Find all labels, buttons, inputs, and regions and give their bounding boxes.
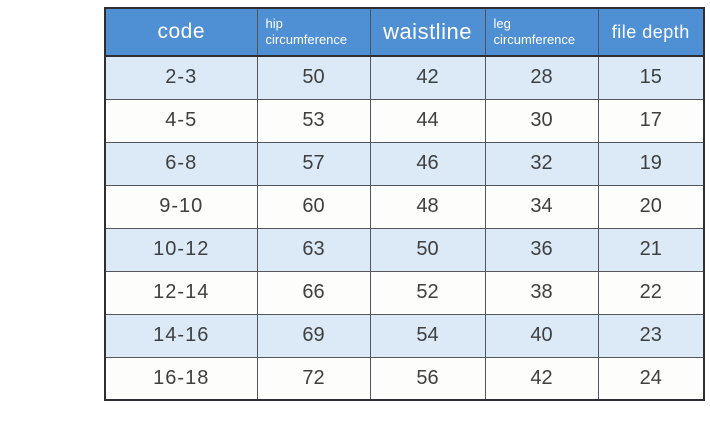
column-header-file-depth: file depth <box>597 7 705 57</box>
cell-leg-circumference: 28 <box>484 55 599 100</box>
cell-hip-circumference: 66 <box>256 270 371 315</box>
cell-code: 12-14 <box>104 270 258 315</box>
cell-hip-circumference: 50 <box>256 55 371 100</box>
cell-code: 10-12 <box>104 227 258 272</box>
cell-leg-circumference: 34 <box>484 184 599 229</box>
table-row: 16-18 72 56 42 24 <box>104 356 705 401</box>
cell-waistline: 48 <box>369 184 486 229</box>
cell-file-depth: 19 <box>597 141 705 186</box>
column-header-code: code <box>104 7 258 57</box>
cell-file-depth: 24 <box>597 356 705 401</box>
table-row: 14-16 69 54 40 23 <box>104 313 705 358</box>
column-header-waistline: waistline <box>369 7 486 57</box>
cell-waistline: 50 <box>369 227 486 272</box>
cell-waistline: 52 <box>369 270 486 315</box>
cell-waistline: 54 <box>369 313 486 358</box>
table-row: 2-3 50 42 28 15 <box>104 55 705 100</box>
cell-file-depth: 21 <box>597 227 705 272</box>
cell-leg-circumference: 38 <box>484 270 599 315</box>
cell-hip-circumference: 53 <box>256 98 371 143</box>
table-row: 4-5 53 44 30 17 <box>104 98 705 143</box>
cell-code: 2-3 <box>104 55 258 100</box>
column-header-hip-circumference: hip circumference <box>256 7 371 57</box>
cell-code: 4-5 <box>104 98 258 143</box>
cell-hip-circumference: 63 <box>256 227 371 272</box>
cell-leg-circumference: 30 <box>484 98 599 143</box>
cell-hip-circumference: 60 <box>256 184 371 229</box>
cell-waistline: 42 <box>369 55 486 100</box>
cell-file-depth: 17 <box>597 98 705 143</box>
table-row: 10-12 63 50 36 21 <box>104 227 705 272</box>
cell-file-depth: 23 <box>597 313 705 358</box>
cell-file-depth: 20 <box>597 184 705 229</box>
table-row: 12-14 66 52 38 22 <box>104 270 705 315</box>
cell-waistline: 56 <box>369 356 486 401</box>
cell-code: 14-16 <box>104 313 258 358</box>
cell-code: 9-10 <box>104 184 258 229</box>
cell-waistline: 44 <box>369 98 486 143</box>
cell-leg-circumference: 32 <box>484 141 599 186</box>
table-body: 2-3 50 42 28 15 4-5 53 44 30 17 6-8 57 4… <box>104 55 705 401</box>
table-row: 9-10 60 48 34 20 <box>104 184 705 229</box>
cell-hip-circumference: 69 <box>256 313 371 358</box>
cell-leg-circumference: 42 <box>484 356 599 401</box>
size-chart: code hip circumference waistline leg cir… <box>104 7 705 401</box>
cell-file-depth: 15 <box>597 55 705 100</box>
table-header-row: code hip circumference waistline leg cir… <box>104 7 705 57</box>
cell-code: 6-8 <box>104 141 258 186</box>
size-table: code hip circumference waistline leg cir… <box>104 7 705 401</box>
cell-waistline: 46 <box>369 141 486 186</box>
column-header-leg-circumference: leg circumference <box>484 7 599 57</box>
cell-leg-circumference: 36 <box>484 227 599 272</box>
cell-hip-circumference: 72 <box>256 356 371 401</box>
table-row: 6-8 57 46 32 19 <box>104 141 705 186</box>
cell-hip-circumference: 57 <box>256 141 371 186</box>
cell-file-depth: 22 <box>597 270 705 315</box>
cell-code: 16-18 <box>104 356 258 401</box>
cell-leg-circumference: 40 <box>484 313 599 358</box>
